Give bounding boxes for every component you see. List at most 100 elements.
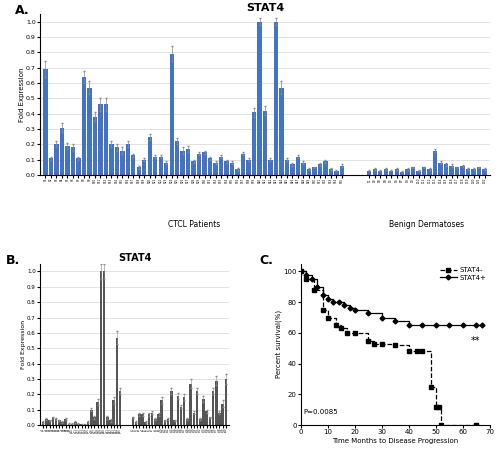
STAT4- — [474, 422, 480, 428]
Bar — [100, 272, 102, 425]
Bar — [482, 169, 486, 175]
STAT4+ — [392, 318, 398, 323]
Bar — [411, 167, 416, 175]
Bar — [433, 151, 438, 175]
Bar — [90, 410, 92, 425]
Bar — [301, 163, 306, 175]
Text: C.: C. — [260, 254, 273, 267]
Bar — [45, 419, 48, 425]
Bar — [167, 419, 170, 425]
Bar — [158, 414, 160, 425]
Bar — [42, 422, 44, 425]
Title: STAT4: STAT4 — [118, 253, 151, 263]
Bar — [212, 391, 214, 425]
Bar — [192, 161, 196, 175]
Bar — [215, 381, 218, 425]
STAT4- — [320, 307, 326, 313]
Bar — [135, 422, 138, 425]
Bar — [148, 414, 150, 425]
Bar — [367, 170, 372, 175]
STAT4+ — [320, 292, 326, 297]
Bar — [312, 167, 316, 175]
STAT4+ — [433, 322, 439, 328]
Bar — [202, 152, 207, 175]
Bar — [82, 77, 86, 175]
Bar — [186, 419, 188, 425]
Bar — [280, 88, 283, 175]
Bar — [154, 419, 156, 425]
Bar — [186, 149, 190, 175]
Bar — [106, 417, 108, 425]
STAT4+ — [406, 322, 412, 328]
STAT4+ — [366, 310, 372, 316]
Bar — [84, 424, 86, 425]
Bar — [64, 419, 67, 425]
STAT4+ — [352, 307, 358, 313]
Bar — [170, 391, 172, 425]
Text: P=0.0085: P=0.0085 — [304, 409, 338, 415]
Bar — [49, 158, 53, 175]
STAT4- — [428, 384, 434, 389]
Bar — [208, 417, 211, 425]
Bar — [44, 69, 48, 175]
STAT4- — [420, 348, 426, 354]
Bar — [222, 403, 224, 425]
Bar — [416, 170, 421, 175]
Text: **: ** — [471, 336, 480, 346]
Bar — [109, 145, 114, 175]
STAT4- — [371, 341, 377, 346]
Bar — [48, 420, 51, 425]
Bar — [148, 137, 152, 175]
STAT4- — [366, 338, 372, 343]
STAT4- — [433, 404, 439, 409]
Bar — [422, 167, 426, 175]
Title: STAT4: STAT4 — [246, 3, 284, 13]
Bar — [394, 169, 399, 175]
Bar — [80, 424, 83, 425]
STAT4- — [312, 287, 318, 292]
Y-axis label: Fold Expression: Fold Expression — [18, 67, 24, 122]
Bar — [52, 417, 54, 425]
STAT4+ — [314, 284, 320, 290]
Bar — [438, 163, 443, 175]
Bar — [384, 169, 388, 175]
Text: Benign Dermatoses: Benign Dermatoses — [390, 220, 464, 229]
STAT4- — [414, 348, 420, 354]
Bar — [68, 424, 70, 425]
Bar — [406, 169, 410, 175]
Bar — [98, 104, 102, 175]
Bar — [199, 419, 202, 425]
Bar — [219, 157, 224, 175]
Bar — [296, 157, 300, 175]
Bar — [54, 419, 58, 425]
Bar — [104, 104, 108, 175]
STAT4- — [304, 276, 310, 282]
STAT4- — [436, 404, 442, 409]
Y-axis label: Fold Expression: Fold Expression — [20, 320, 25, 369]
Bar — [428, 169, 432, 175]
STAT4- — [298, 269, 304, 274]
Bar — [142, 160, 146, 175]
STAT4- — [392, 342, 398, 348]
Bar — [323, 161, 328, 175]
Bar — [224, 161, 229, 175]
STAT4+ — [446, 322, 452, 328]
Bar — [96, 402, 99, 425]
Bar — [93, 417, 96, 425]
Bar — [112, 401, 115, 425]
Bar — [252, 112, 256, 175]
Bar — [389, 170, 394, 175]
Bar — [70, 147, 75, 175]
Bar — [138, 414, 140, 425]
Bar — [131, 155, 136, 175]
Bar — [76, 158, 80, 175]
Bar — [400, 172, 404, 175]
Bar — [263, 110, 267, 175]
Bar — [318, 164, 322, 175]
Bar — [230, 163, 234, 175]
Bar — [306, 169, 311, 175]
STAT4+ — [304, 272, 310, 277]
Bar — [170, 54, 174, 175]
STAT4+ — [474, 322, 480, 328]
Bar — [224, 379, 227, 425]
